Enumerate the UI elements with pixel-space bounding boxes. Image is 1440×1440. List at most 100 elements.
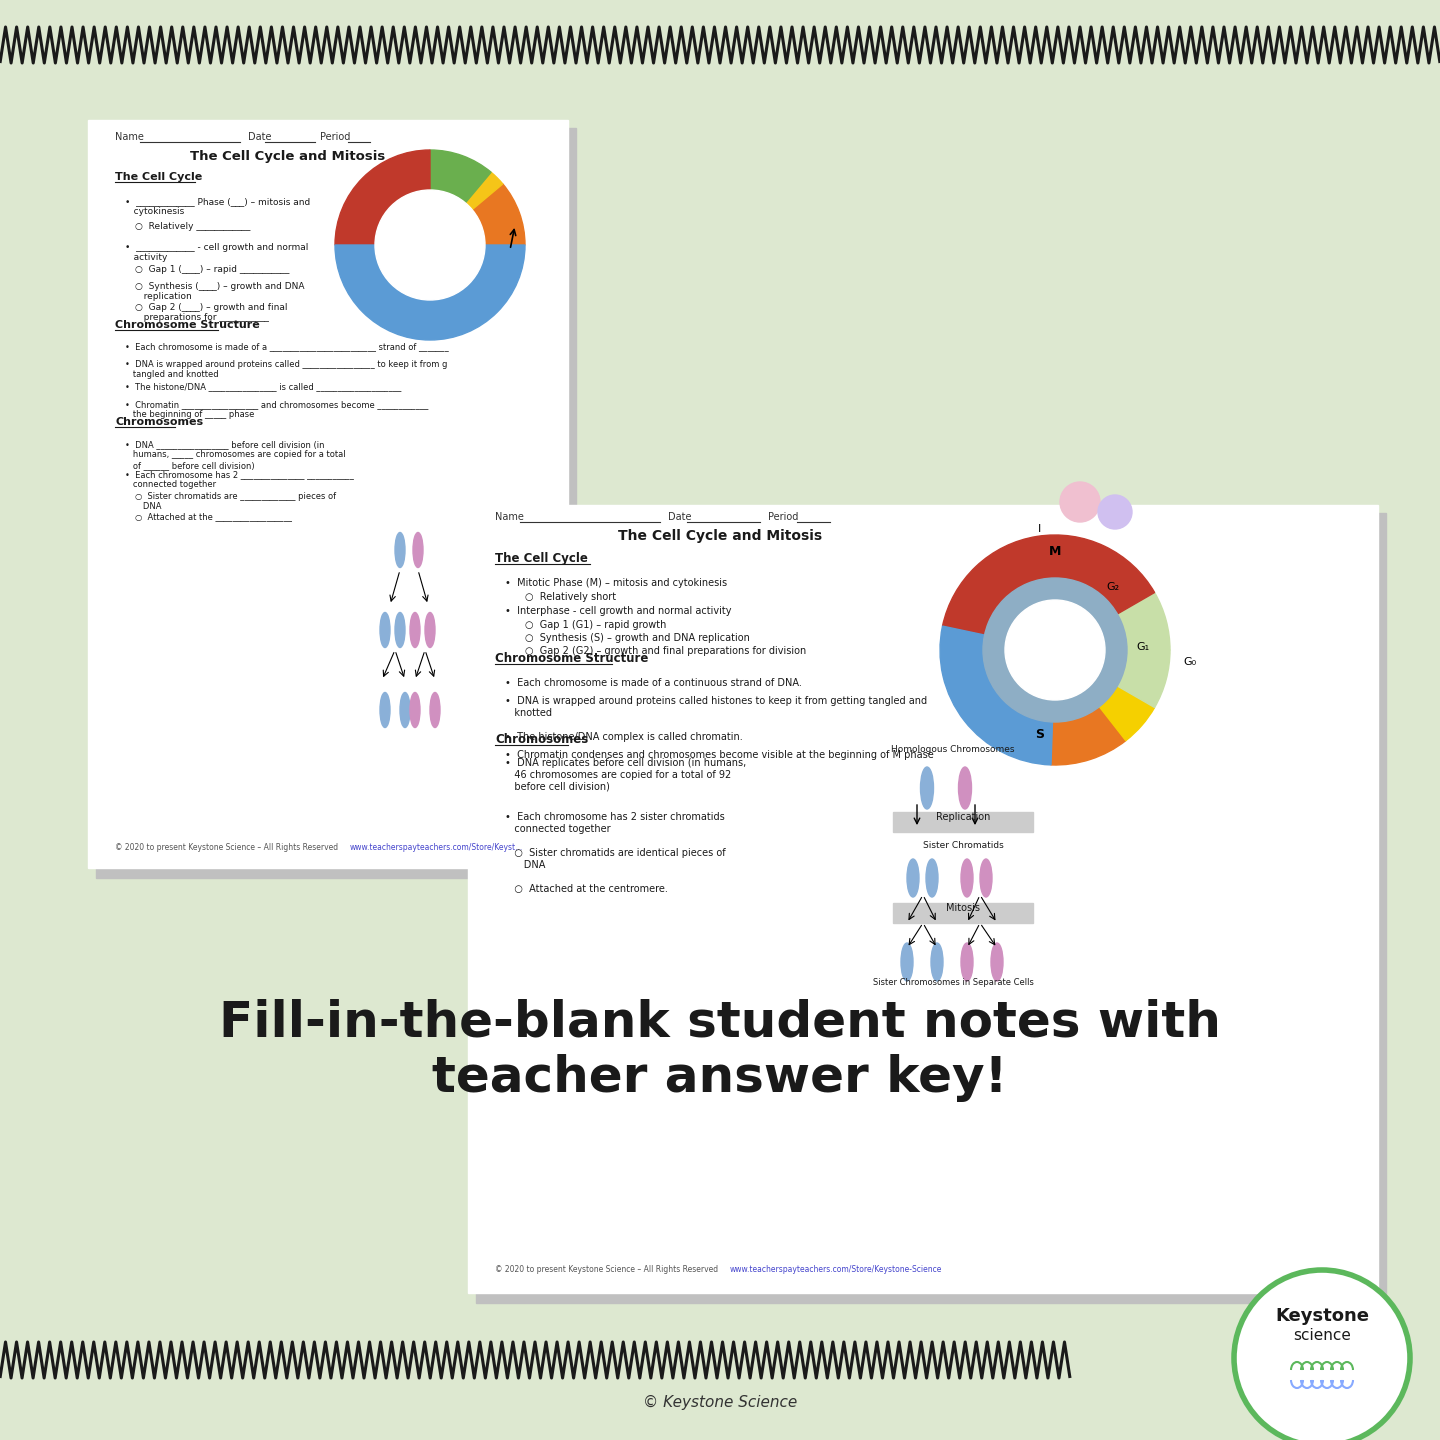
Text: •  Chromatin __________________ and chromosomes become ____________
   the begin: • Chromatin __________________ and chrom… — [125, 400, 428, 419]
Text: Period: Period — [768, 513, 798, 523]
Wedge shape — [336, 245, 526, 340]
Bar — [893, 903, 1032, 923]
Ellipse shape — [901, 943, 913, 981]
Text: ○  Sister chromatids are identical pieces of
      DNA: ○ Sister chromatids are identical pieces… — [505, 848, 726, 870]
Text: Fill-in-the-blank student notes with
teacher answer key!: Fill-in-the-blank student notes with tea… — [219, 998, 1221, 1102]
Text: •  DNA is wrapped around proteins called histones to keep it from getting tangle: • DNA is wrapped around proteins called … — [505, 696, 927, 717]
Ellipse shape — [400, 693, 410, 727]
Wedge shape — [984, 577, 1128, 721]
Text: •  DNA _________________ before cell division (in
   humans, _____ chromosomes a: • DNA _________________ before cell divi… — [125, 441, 346, 469]
Ellipse shape — [410, 612, 420, 648]
Text: www.teacherspayteachers.com/Store/Keyst...: www.teacherspayteachers.com/Store/Keyst.… — [350, 842, 523, 852]
Text: Sister Chromosomes in Separate Cells: Sister Chromosomes in Separate Cells — [873, 978, 1034, 986]
Text: •  Each chromosome has 2 sister chromatids
   connected together: • Each chromosome has 2 sister chromatid… — [505, 812, 724, 834]
Text: ○  Relatively short: ○ Relatively short — [526, 592, 616, 602]
Text: Period: Period — [320, 132, 350, 143]
Ellipse shape — [380, 693, 390, 727]
Text: Chromosomes: Chromosomes — [115, 418, 203, 428]
Ellipse shape — [991, 943, 1004, 981]
Text: •  Interphase - cell growth and normal activity: • Interphase - cell growth and normal ac… — [505, 606, 732, 616]
Ellipse shape — [431, 693, 441, 727]
Wedge shape — [431, 150, 491, 203]
Wedge shape — [940, 626, 1053, 765]
Text: ○  Synthesis (____) – growth and DNA
   replication: ○ Synthesis (____) – growth and DNA repl… — [135, 282, 304, 301]
Wedge shape — [472, 184, 526, 245]
Text: Date: Date — [248, 132, 272, 143]
Text: ○  Attached at the centromere.: ○ Attached at the centromere. — [505, 884, 668, 894]
Circle shape — [374, 190, 485, 300]
Ellipse shape — [959, 768, 972, 809]
Text: Date: Date — [668, 513, 691, 523]
Ellipse shape — [425, 612, 435, 648]
Text: I: I — [1038, 524, 1041, 534]
Bar — [96, 128, 576, 878]
Wedge shape — [336, 150, 431, 245]
Text: •  DNA is wrapped around proteins called _________________ to keep it from g
   : • DNA is wrapped around proteins called … — [125, 360, 448, 379]
Text: ○  Sister chromatids are _____________ pieces of
   DNA: ○ Sister chromatids are _____________ pi… — [135, 492, 336, 511]
Bar — [477, 513, 1385, 1303]
Ellipse shape — [926, 860, 937, 897]
Text: Keystone: Keystone — [1274, 1308, 1369, 1325]
Ellipse shape — [380, 612, 390, 648]
Text: G₂: G₂ — [1106, 582, 1119, 592]
Text: The Cell Cycle and Mitosis: The Cell Cycle and Mitosis — [190, 150, 386, 163]
Text: •  DNA replicates before cell division (in humans,
   46 chromosomes are copied : • DNA replicates before cell division (i… — [505, 757, 746, 791]
Text: Name: Name — [115, 132, 144, 143]
Text: ○  Synthesis (S) – growth and DNA replication: ○ Synthesis (S) – growth and DNA replica… — [526, 634, 750, 644]
Wedge shape — [1117, 592, 1169, 649]
Text: •  The histone/DNA ________________ is called ____________________: • The histone/DNA ________________ is ca… — [125, 382, 402, 392]
Text: www.teacherspayteachers.com/Store/Keystone-Science: www.teacherspayteachers.com/Store/Keysto… — [730, 1264, 942, 1274]
Text: M: M — [1048, 544, 1061, 559]
Text: •  _____________ - cell growth and normal
   activity: • _____________ - cell growth and normal… — [125, 243, 308, 262]
Text: Chromosomes: Chromosomes — [495, 733, 589, 746]
Text: •  Each chromosome is made of a _________________________ strand of _______: • Each chromosome is made of a _________… — [125, 343, 449, 351]
Ellipse shape — [920, 768, 933, 809]
Bar — [468, 505, 1378, 1293]
Circle shape — [1005, 600, 1104, 700]
Text: ○  Relatively ____________: ○ Relatively ____________ — [135, 222, 251, 230]
Text: © Keystone Science: © Keystone Science — [642, 1394, 798, 1410]
Text: © 2020 to present Keystone Science – All Rights Reserved: © 2020 to present Keystone Science – All… — [115, 842, 338, 852]
Text: The Cell Cycle: The Cell Cycle — [115, 171, 202, 181]
Text: Sister Chromatids: Sister Chromatids — [923, 841, 1004, 850]
Text: ○  Attached at the __________________: ○ Attached at the __________________ — [135, 513, 292, 521]
Ellipse shape — [413, 533, 423, 567]
Text: Chromosome Structure: Chromosome Structure — [495, 652, 648, 665]
Ellipse shape — [960, 943, 973, 981]
Bar — [893, 812, 1032, 832]
Text: © 2020 to present Keystone Science – All Rights Reserved: © 2020 to present Keystone Science – All… — [495, 1264, 719, 1274]
Bar — [88, 120, 567, 868]
Text: science: science — [1293, 1329, 1351, 1344]
Ellipse shape — [981, 860, 992, 897]
Wedge shape — [1117, 649, 1169, 707]
Circle shape — [1234, 1270, 1410, 1440]
Text: Name: Name — [495, 513, 524, 523]
Text: ○  Gap 2 (G2) – growth and final preparations for division: ○ Gap 2 (G2) – growth and final preparat… — [526, 647, 806, 657]
Text: ○  Gap 1 (____) – rapid ___________: ○ Gap 1 (____) – rapid ___________ — [135, 265, 289, 274]
Text: The Cell Cycle and Mitosis: The Cell Cycle and Mitosis — [618, 528, 822, 543]
Text: •  Each chromosome is made of a continuous strand of DNA.: • Each chromosome is made of a continuou… — [505, 678, 802, 688]
Text: Chromosome Structure: Chromosome Structure — [115, 320, 259, 330]
Ellipse shape — [960, 860, 973, 897]
Text: •  Each chromosome has 2 _______________ ___________
   connected together: • Each chromosome has 2 _______________ … — [125, 469, 354, 490]
Text: ○  Gap 1 (G1) – rapid growth: ○ Gap 1 (G1) – rapid growth — [526, 621, 667, 631]
Ellipse shape — [410, 693, 420, 727]
Text: •  _____________ Phase (___) – mitosis and
   cytokinesis: • _____________ Phase (___) – mitosis an… — [125, 197, 310, 216]
Wedge shape — [465, 173, 503, 210]
Text: ○  Gap 2 (____) – growth and final
   preparations for ___________: ○ Gap 2 (____) – growth and final prepar… — [135, 302, 288, 323]
Text: Mitosis: Mitosis — [946, 903, 981, 913]
Wedge shape — [1099, 685, 1155, 740]
Text: The Cell Cycle: The Cell Cycle — [495, 552, 588, 564]
Text: G₁: G₁ — [1136, 642, 1149, 652]
Wedge shape — [1051, 707, 1126, 765]
Text: •  Chromatin condenses and chromosomes become visible at the beginning of M phas: • Chromatin condenses and chromosomes be… — [505, 750, 933, 760]
Ellipse shape — [395, 612, 405, 648]
Wedge shape — [943, 536, 1155, 635]
Ellipse shape — [907, 860, 919, 897]
Text: Homologous Chromosomes: Homologous Chromosomes — [891, 744, 1015, 755]
Ellipse shape — [932, 943, 943, 981]
Circle shape — [1060, 482, 1100, 523]
Circle shape — [1097, 495, 1132, 528]
Text: G₀: G₀ — [1184, 657, 1197, 667]
Text: •  Mitotic Phase (M) – mitosis and cytokinesis: • Mitotic Phase (M) – mitosis and cytoki… — [505, 577, 727, 588]
